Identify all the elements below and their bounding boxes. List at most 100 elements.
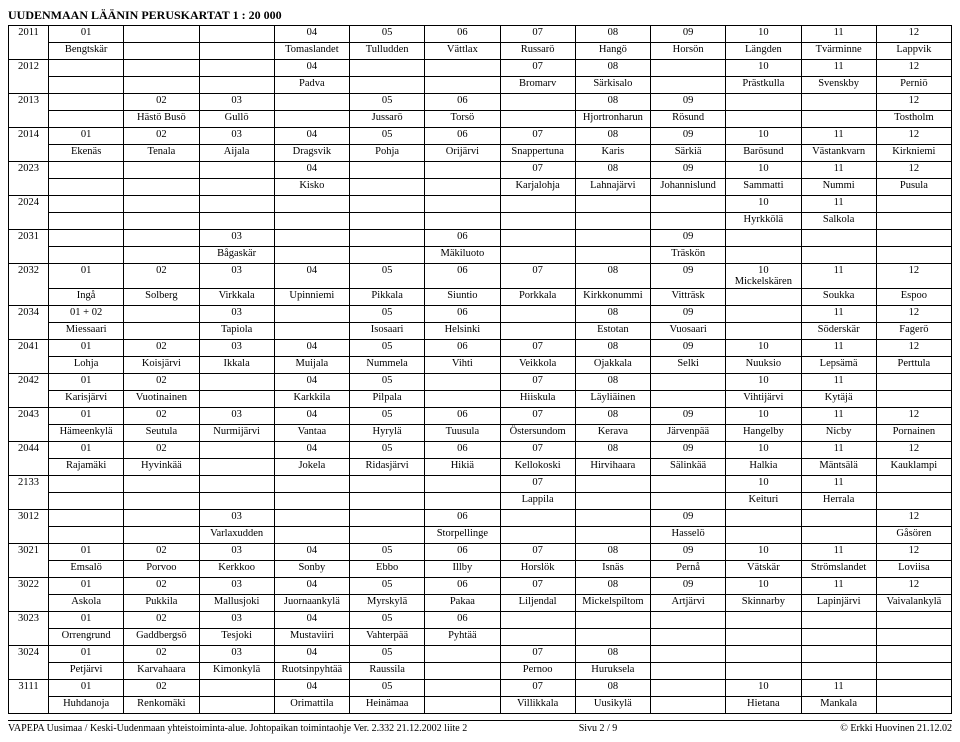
cell-name: [575, 247, 650, 264]
cell-name: Upinniemi: [274, 289, 349, 306]
cell-name: [801, 527, 876, 544]
row-label: 3012: [9, 510, 49, 544]
cell-name: Längden: [726, 43, 801, 60]
cell-name: Hiiskula: [500, 391, 575, 408]
cell-number: 04: [274, 578, 349, 595]
cell-number: [651, 60, 726, 77]
cell-name: [651, 697, 726, 714]
cell-name: Vaivalankylä: [876, 595, 951, 612]
cell-name: Lappvik: [876, 43, 951, 60]
cell-name: Skinnarby: [726, 595, 801, 612]
cell-name: Nummela: [350, 357, 425, 374]
cell-name: [350, 527, 425, 544]
cell-name: Särkisalo: [575, 77, 650, 94]
cell-number: 10: [726, 162, 801, 179]
cell-number: [199, 680, 274, 697]
cell-number: 08: [575, 162, 650, 179]
cell-number: [876, 612, 951, 629]
cell-name: Liljendal: [500, 595, 575, 612]
cell-name: [651, 213, 726, 230]
cell-name: Hangö: [575, 43, 650, 60]
cell-name: Karisjärvi: [49, 391, 124, 408]
cell-number: 05: [350, 646, 425, 663]
cell-name: [575, 629, 650, 646]
cell-name: Villikkala: [500, 697, 575, 714]
cell-number: [876, 680, 951, 697]
cell-name: Renkomäki: [124, 697, 199, 714]
cell-name: [876, 697, 951, 714]
row-label: 2034: [9, 306, 49, 340]
cell-name: Siuntio: [425, 289, 500, 306]
cell-name: Hästö Busö: [124, 111, 199, 128]
cell-number: [801, 646, 876, 663]
cell-name: Särkiä: [651, 145, 726, 162]
footer-left: VAPEPA Uusimaa / Keski-Uudenmaan yhteist…: [8, 723, 480, 734]
cell-number: 11: [801, 128, 876, 145]
cell-name: [274, 247, 349, 264]
cell-name: Vantaa: [274, 425, 349, 442]
cell-name: Varlaxudden: [199, 527, 274, 544]
cell-number: [876, 196, 951, 213]
cell-number: 10: [726, 544, 801, 561]
cell-number: [425, 680, 500, 697]
cell-name: Vihtijärvi: [726, 391, 801, 408]
cell-name: Mäkiluoto: [425, 247, 500, 264]
cell-name: Askola: [49, 595, 124, 612]
cell-name: Rösund: [651, 111, 726, 128]
cell-number: 12: [876, 340, 951, 357]
cell-name: Juornaankylä: [274, 595, 349, 612]
cell-number: 03: [199, 578, 274, 595]
cell-number: [274, 476, 349, 493]
cell-name: Pusula: [876, 179, 951, 196]
cell-name: Vahterpää: [350, 629, 425, 646]
cell-number: [350, 230, 425, 247]
cell-number: 06: [425, 26, 500, 43]
cell-number: [876, 646, 951, 663]
cell-name: Miessaari: [49, 323, 124, 340]
cell-name: Söderskär: [801, 323, 876, 340]
cell-number: 08: [575, 544, 650, 561]
cell-number: 06: [425, 442, 500, 459]
cell-name: [425, 391, 500, 408]
cell-number: 10: [726, 374, 801, 391]
cell-name: Mustaviiri: [274, 629, 349, 646]
cell-name: Nurmijärvi: [199, 425, 274, 442]
cell-number: 02: [124, 578, 199, 595]
cell-number: 01: [49, 374, 124, 391]
cell-name: [500, 213, 575, 230]
cell-number: 04: [274, 128, 349, 145]
row-label: 2012: [9, 60, 49, 94]
cell-number: [124, 476, 199, 493]
cell-name: Nicby: [801, 425, 876, 442]
cell-number: 03: [199, 264, 274, 289]
cell-number: 12: [876, 442, 951, 459]
cell-name: Herrala: [801, 493, 876, 510]
cell-name: [425, 493, 500, 510]
cell-name: Virkkala: [199, 289, 274, 306]
cell-number: 03: [199, 408, 274, 425]
cell-number: 09: [651, 264, 726, 289]
cell-name: [876, 663, 951, 680]
cell-number: [199, 162, 274, 179]
cell-name: Ingå: [49, 289, 124, 306]
cell-name: Pernoo: [500, 663, 575, 680]
cell-number: [575, 510, 650, 527]
cell-name: Ruotsinpyhtää: [274, 663, 349, 680]
cell-number: 04: [274, 646, 349, 663]
cell-number: [199, 26, 274, 43]
cell-number: 11: [801, 408, 876, 425]
cell-name: Solberg: [124, 289, 199, 306]
cell-number: [199, 476, 274, 493]
cell-number: [651, 374, 726, 391]
cell-name: Kimonkylä: [199, 663, 274, 680]
cell-number: [49, 60, 124, 77]
cell-name: Loviisa: [876, 561, 951, 578]
cell-number: 10: [726, 340, 801, 357]
cell-number: 06: [425, 340, 500, 357]
cell-name: [801, 629, 876, 646]
cell-name: [876, 247, 951, 264]
cell-number: [575, 196, 650, 213]
cell-number: 04: [274, 544, 349, 561]
cell-number: [726, 306, 801, 323]
cell-number: 02: [124, 544, 199, 561]
